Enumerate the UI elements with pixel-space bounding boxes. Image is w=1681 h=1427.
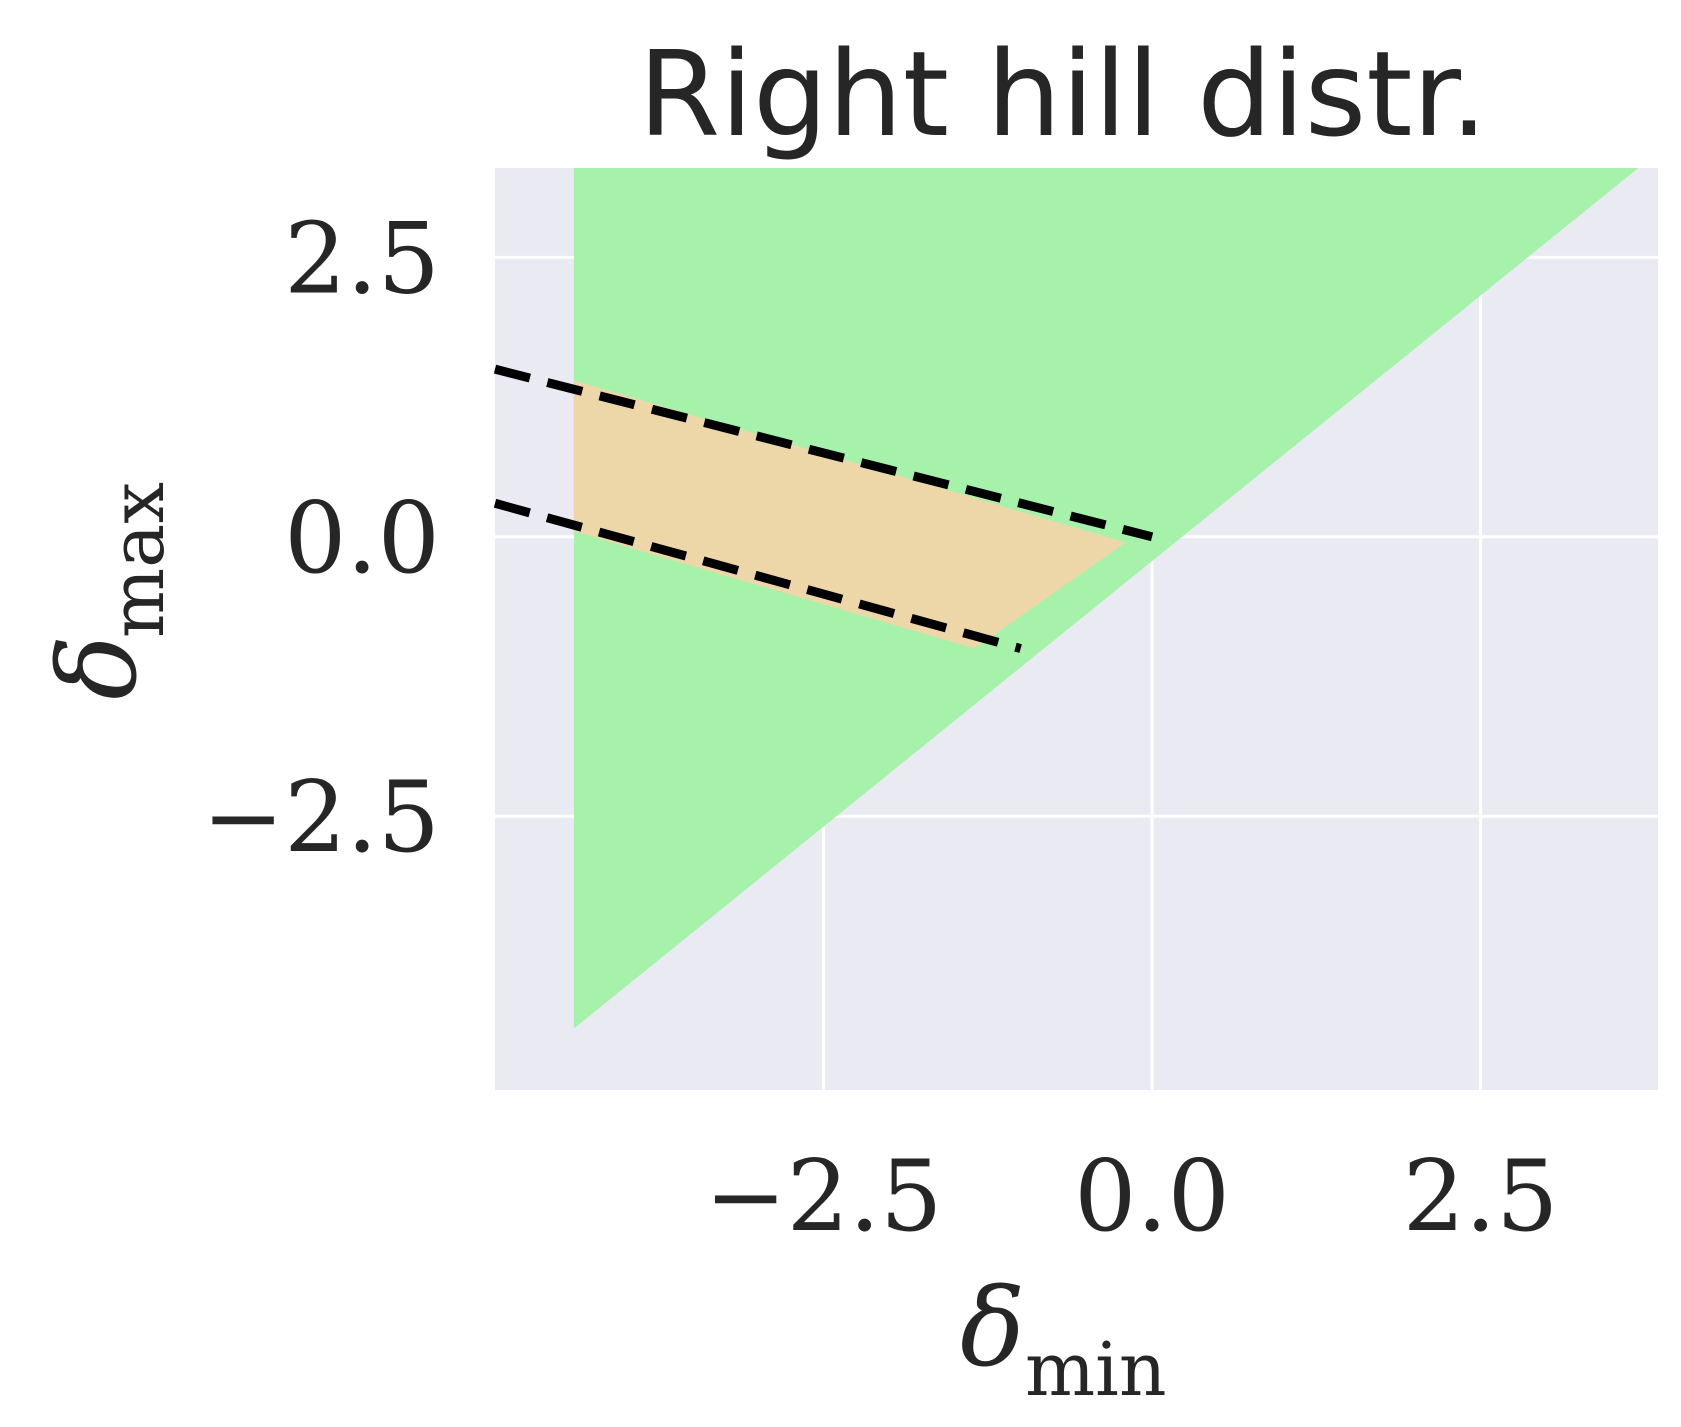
x-tick-label: 0.0: [1074, 1140, 1230, 1254]
y-tick-label: −2.5: [202, 761, 440, 875]
x-axis-label: δ min: [960, 1266, 1167, 1413]
x-tick-label: 2.5: [1403, 1140, 1559, 1254]
y-tick-label: 0.0: [284, 482, 440, 596]
y-tick-labels: −2.5 0.0 2.5: [202, 202, 440, 875]
y-axis-label-subscript: max: [95, 482, 181, 638]
y-axis-label-symbol: δ: [36, 635, 161, 700]
x-tick-labels: −2.5 0.0 2.5: [705, 1140, 1559, 1254]
x-axis-label-symbol: δ: [960, 1266, 1025, 1391]
y-axis-label: δ max: [36, 482, 181, 700]
dashed-lines: [493, 364, 1154, 653]
x-axis-label-subscript: min: [1025, 1327, 1167, 1413]
chart-title: Right hill distr.: [638, 25, 1488, 163]
dashed-line-upper: [493, 364, 1154, 542]
y-tick-label: 2.5: [284, 202, 440, 316]
band-region: [573, 380, 1126, 649]
dashed-line-lower: [493, 498, 1022, 653]
regions: [573, 168, 1639, 1029]
valid-region: [573, 168, 1639, 1029]
x-tick-label: −2.5: [705, 1140, 943, 1254]
